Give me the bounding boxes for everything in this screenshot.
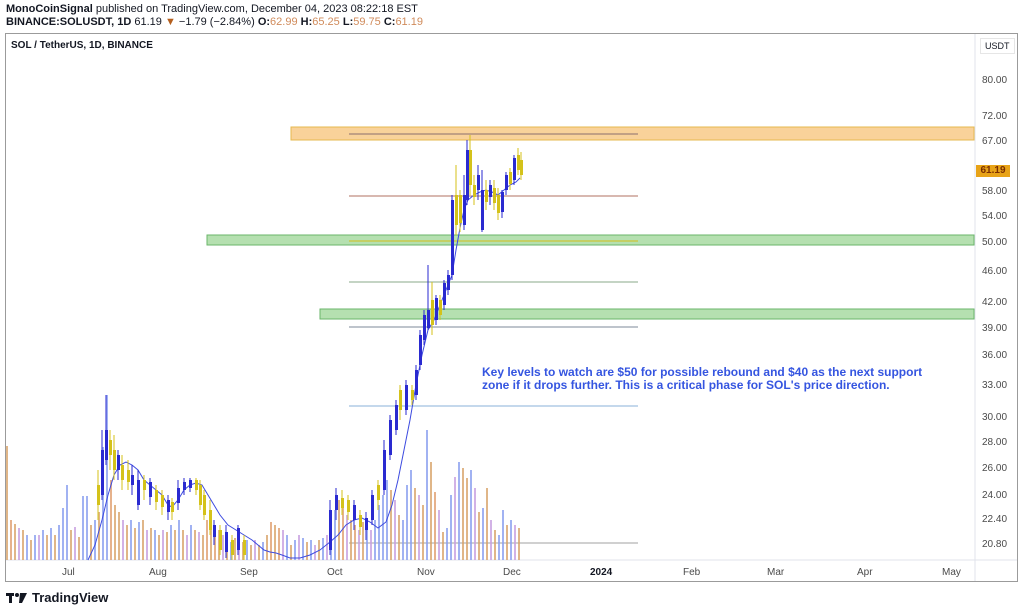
x-tick: Feb	[683, 567, 701, 578]
currency-button[interactable]: USDT	[980, 38, 1015, 54]
publish-info: MonoCoinSignal published on TradingView.…	[6, 3, 418, 16]
x-tick: 2024	[590, 567, 613, 578]
support-zone-50	[206, 234, 975, 246]
y-tick: 80.00	[982, 75, 1008, 86]
x-tick: Nov	[417, 567, 435, 578]
published-text: published on TradingView.com, December 0…	[95, 3, 418, 15]
analysis-annotation: Key levels to watch are $50 for possible…	[482, 365, 923, 392]
x-tick: Jul	[62, 567, 75, 578]
price-chart-canvas[interactable]	[6, 34, 1017, 581]
y-tick: 72.00	[982, 111, 1008, 122]
open-value: 62.99	[270, 16, 298, 28]
y-tick: 39.00	[982, 323, 1008, 334]
symbol-label: BINANCE:SOLUSDT, 1D	[6, 16, 132, 28]
y-tick: 22.40	[982, 514, 1008, 525]
x-tick: Aug	[149, 567, 167, 578]
close-value: 61.19	[395, 16, 423, 28]
y-tick: 54.00	[982, 211, 1008, 222]
volume-bars	[6, 395, 520, 560]
current-price-tag: 61.19	[976, 165, 1010, 177]
y-tick: 28.00	[982, 437, 1008, 448]
y-tick: 30.00	[982, 412, 1008, 423]
x-tick: Oct	[327, 567, 343, 578]
tradingview-logo-icon	[6, 592, 27, 603]
close-label: C:	[383, 16, 396, 28]
x-tick: Apr	[857, 567, 873, 578]
y-tick: 50.00	[982, 237, 1008, 248]
high-label: H:	[300, 16, 313, 28]
chart-frame[interactable]	[5, 33, 1018, 582]
y-tick: 20.80	[982, 539, 1008, 550]
y-tick: 58.00	[982, 186, 1008, 197]
support-zone-40	[319, 308, 975, 320]
candlesticks	[97, 135, 523, 560]
y-tick: 42.00	[982, 297, 1008, 308]
y-tick: 33.00	[982, 380, 1008, 391]
last-price: 61.19	[134, 16, 162, 28]
x-tick: Sep	[240, 567, 258, 578]
y-tick: 67.00	[982, 136, 1008, 147]
y-tick: 36.00	[982, 350, 1008, 361]
x-tick: Mar	[767, 567, 785, 578]
low-value: 59.75	[353, 16, 381, 28]
low-label: L:	[342, 16, 354, 28]
y-tick: 26.00	[982, 463, 1008, 474]
author-name: MonoCoinSignal	[6, 3, 93, 15]
y-tick: 46.00	[982, 266, 1008, 277]
y-tick: 24.00	[982, 490, 1008, 501]
brand-name: TradingView	[32, 590, 109, 605]
open-label: O:	[257, 16, 271, 28]
x-tick: Dec	[503, 567, 521, 578]
down-arrow-icon: ▼	[164, 16, 176, 28]
x-tick: May	[942, 567, 961, 578]
tradingview-footer[interactable]: TradingView	[6, 590, 108, 605]
high-value: 65.25	[312, 16, 340, 28]
price-change: −1.79 (−2.84%)	[178, 16, 255, 28]
symbol-info: BINANCE:SOLUSDT, 1D 61.19 ▼ −1.79 (−2.84…	[6, 16, 423, 29]
chart-title: SOL / TetherUS, 1D, BINANCE	[11, 40, 153, 51]
